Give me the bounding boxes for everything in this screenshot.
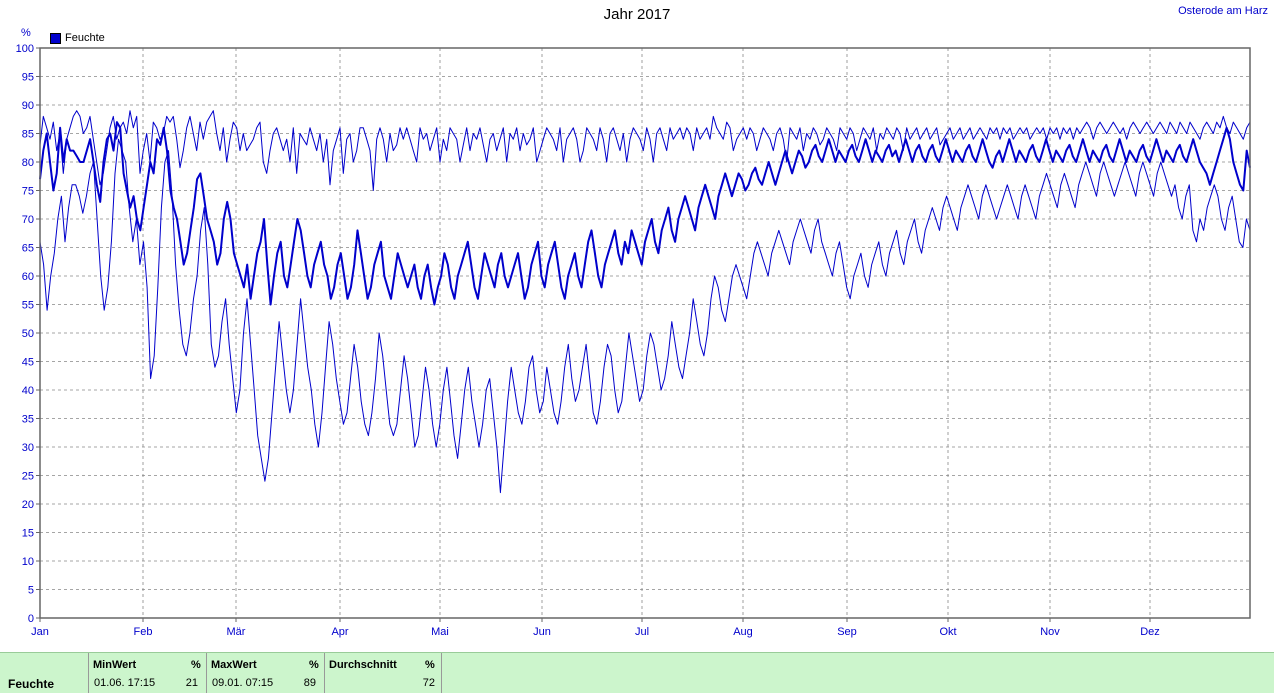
- location-label: Osterode am Harz: [1178, 5, 1268, 17]
- x-tick-label: Mär: [227, 626, 246, 638]
- y-tick-label: 5: [28, 585, 34, 597]
- stats-max-value: 89: [303, 677, 316, 689]
- chart-series: [39, 110, 1251, 494]
- statistics-panel: Feuchte MinWert % 01.06. 17:15 21 MaxWer…: [0, 652, 1274, 693]
- chart-grid: [40, 48, 1250, 618]
- plot-frame: [39, 47, 1251, 619]
- y-tick-label: 25: [22, 471, 34, 483]
- y-tick-label: 70: [22, 214, 34, 226]
- y-tick-label: 35: [22, 414, 34, 426]
- x-tick-label: Jun: [533, 626, 551, 638]
- x-tick-label: Feb: [134, 626, 153, 638]
- stats-avg-unit: %: [425, 659, 435, 671]
- y-tick-label: 65: [22, 243, 34, 255]
- y-tick-label: 20: [22, 499, 34, 511]
- stats-max-unit: %: [309, 659, 319, 671]
- legend-swatch: [50, 32, 61, 44]
- y-axis-ticks: 0 5 10 15 20 25 30 35 40 45 50 55 60 65 70 75 80 85 90 95 10…: [16, 43, 40, 625]
- series-line-min: [39, 138, 1251, 494]
- y-tick-label: 90: [22, 100, 34, 112]
- y-tick-label: 85: [22, 129, 34, 141]
- stats-series-label: Feuchte: [8, 677, 55, 691]
- chart-title: Jahr 2017: [603, 6, 671, 23]
- stats-max-date: 09.01. 07:15: [212, 677, 274, 689]
- y-tick-label: 30: [22, 442, 34, 454]
- y-tick-label: 40: [22, 385, 34, 397]
- stats-avg-header: Durchschnitt: [329, 659, 397, 671]
- x-axis-ticks: Jan Feb Mär Apr Mai Jun Jul Aug Sep Okt Nov Dez: [31, 618, 1160, 638]
- x-tick-label: Apr: [331, 626, 348, 638]
- humidity-chart: 0 5 10 15 20 25 30 35 40 45 50 55 60 65 70 75 80 85 90 95 10…: [16, 43, 1251, 638]
- stats-max-header: MaxWert: [211, 659, 257, 671]
- x-tick-label: Dez: [1140, 626, 1160, 638]
- stats-avg-cell: Durchschnitt % 72: [324, 653, 442, 693]
- series-line-max: [39, 110, 1251, 191]
- legend-label: Feuchte: [65, 32, 105, 44]
- y-tick-label: 10: [22, 556, 34, 568]
- y-tick-label: 50: [22, 328, 34, 340]
- x-tick-label: Nov: [1040, 626, 1060, 638]
- stats-min-unit: %: [191, 659, 201, 671]
- x-tick-label: Mai: [431, 626, 449, 638]
- y-tick-label: 80: [22, 157, 34, 169]
- x-tick-label: Jan: [31, 626, 49, 638]
- stats-min-cell: MinWert % 01.06. 17:15 21: [88, 653, 205, 693]
- y-tick-label: 55: [22, 300, 34, 312]
- stats-min-date: 01.06. 17:15: [94, 677, 156, 689]
- y-tick-label: 0: [28, 613, 34, 625]
- series-line-avg: [39, 121, 1251, 306]
- x-tick-label: Okt: [939, 626, 956, 638]
- x-tick-label: Sep: [837, 626, 857, 638]
- x-tick-label: Jul: [635, 626, 649, 638]
- stats-min-value: 21: [185, 677, 198, 689]
- stats-max-cell: MaxWert % 09.01. 07:15 89: [206, 653, 323, 693]
- legend: Feuchte: [50, 32, 105, 44]
- y-tick-label: 95: [22, 72, 34, 84]
- x-tick-label: Aug: [733, 626, 753, 638]
- stats-avg-value: 72: [422, 677, 435, 689]
- y-tick-label: 15: [22, 528, 34, 540]
- y-axis-unit: %: [21, 27, 31, 39]
- y-tick-label: 75: [22, 186, 34, 198]
- stats-min-header: MinWert: [93, 659, 137, 671]
- y-tick-label: 60: [22, 271, 34, 283]
- y-tick-label: 45: [22, 357, 34, 369]
- y-tick-label: 100: [16, 43, 34, 55]
